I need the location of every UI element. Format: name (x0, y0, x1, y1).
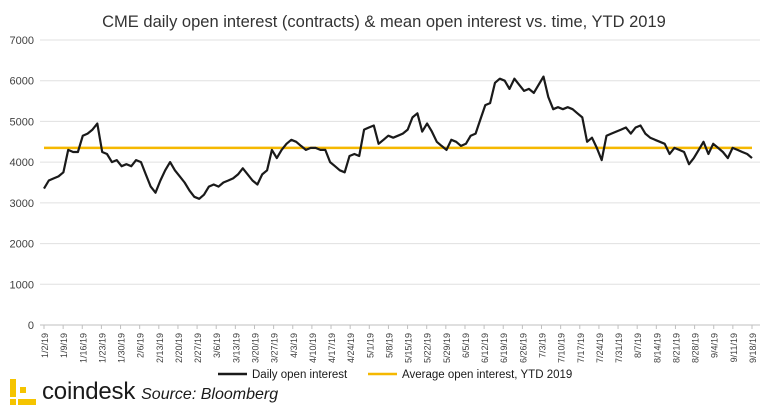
x-tick-label: 6/26/19 (518, 333, 528, 363)
source-note: Source: Bloomberg (141, 386, 279, 403)
chart-title: CME daily open interest (contracts) & me… (102, 13, 666, 31)
coindesk-logo-icon (10, 379, 36, 405)
x-tick-label: 5/29/19 (442, 333, 452, 363)
daily-open-interest-line (43, 75, 753, 200)
x-tick-label: 8/14/19 (652, 333, 662, 363)
x-tick-label: 9/18/19 (748, 333, 758, 363)
brand-name: coindesk (42, 378, 136, 405)
x-tick-label: 6/19/19 (499, 333, 509, 363)
x-tick-label: 4/3/19 (289, 333, 299, 358)
x-tick-label: 1/9/19 (59, 333, 69, 358)
brand-footer: coindesk Source: Bloomberg (10, 377, 278, 407)
gridlines (40, 39, 760, 326)
x-tick-label: 7/10/19 (557, 333, 567, 363)
x-tick-label: 2/13/19 (155, 333, 165, 363)
y-tick-label: 5000 (10, 116, 34, 128)
x-tick-label: 2/6/19 (136, 333, 146, 358)
x-tick-label: 6/5/19 (461, 333, 471, 358)
x-axis-ticks: 1/2/19 1/9/19 1/16/19 1/23/19 1/30/19 2/6/19 2… (40, 325, 758, 363)
x-tick-label: 3/27/19 (270, 333, 280, 363)
x-tick-label: 1/16/19 (78, 333, 88, 363)
x-tick-label: 8/7/19 (633, 333, 643, 358)
y-tick-label: 1000 (10, 279, 34, 291)
x-tick-label: 3/20/19 (250, 333, 260, 363)
x-tick-label: 4/24/19 (346, 333, 356, 363)
y-axis-ticks: 0 1000 2000 3000 4000 5000 6000 7000 (10, 35, 34, 332)
x-tick-label: 6/12/19 (480, 333, 490, 363)
legend-label-daily: Daily open interest (252, 369, 348, 381)
y-tick-label: 3000 (10, 198, 34, 210)
y-tick-label: 6000 (10, 76, 34, 88)
x-tick-label: 5/22/19 (423, 333, 433, 363)
x-tick-label: 5/1/19 (365, 333, 375, 358)
x-tick-label: 8/21/19 (671, 333, 681, 363)
x-tick-label: 4/17/19 (327, 333, 337, 363)
x-tick-label: 9/11/19 (729, 333, 739, 362)
x-tick-label: 5/8/19 (384, 333, 394, 358)
y-tick-label: 0 (28, 320, 34, 332)
x-tick-label: 7/31/19 (614, 333, 624, 363)
x-tick-label: 1/23/19 (97, 333, 107, 363)
y-tick-label: 7000 (10, 35, 34, 47)
x-tick-label: 8/28/19 (691, 333, 701, 363)
legend: Daily open interest Average open interes… (218, 369, 572, 381)
x-tick-label: 7/3/19 (538, 333, 548, 358)
y-tick-label: 2000 (10, 239, 34, 251)
x-tick-label: 1/30/19 (117, 333, 127, 363)
x-tick-label: 5/15/19 (404, 333, 414, 363)
x-tick-label: 2/27/19 (193, 333, 203, 363)
x-tick-label: 7/24/19 (595, 333, 605, 363)
x-tick-label: 3/13/19 (231, 333, 241, 363)
x-tick-label: 7/17/19 (576, 333, 586, 363)
x-tick-label: 3/6/19 (212, 333, 222, 358)
x-tick-label: 1/2/19 (40, 333, 50, 358)
legend-label-average: Average open interest, YTD 2019 (402, 369, 572, 381)
x-tick-label: 9/4/19 (710, 333, 720, 358)
y-tick-label: 4000 (10, 157, 34, 169)
x-tick-label: 4/10/19 (308, 333, 318, 363)
x-tick-label: 2/20/19 (174, 333, 184, 363)
